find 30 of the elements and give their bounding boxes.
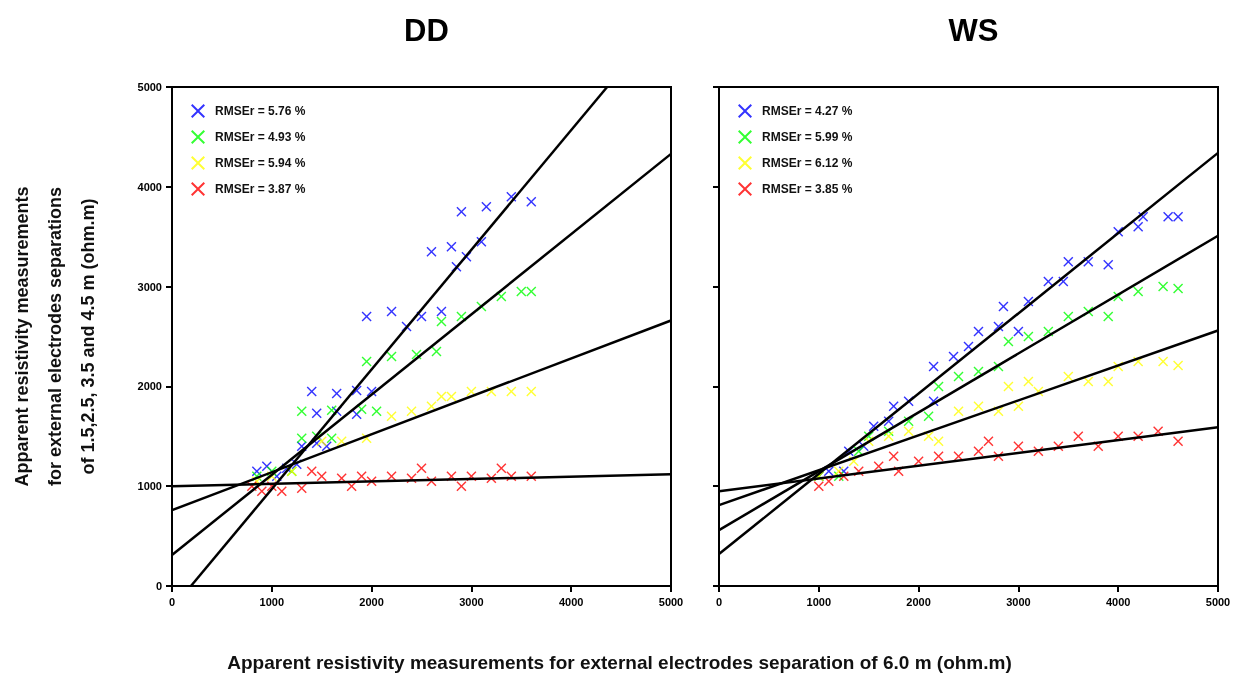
- x-tick-label: 2000: [906, 595, 931, 608]
- x-tick-label: 3000: [459, 595, 484, 608]
- x-tick-label: 1000: [806, 595, 832, 608]
- x-axis-title: Apparent resistivity measurements for external electrodes separation of 6.0 m (ohm.m): [226, 652, 1013, 674]
- x-tick-label: 4000: [1105, 595, 1131, 608]
- y-tick-label: 5000: [137, 81, 162, 93]
- chart-title: WS: [948, 13, 999, 48]
- y-axis-title: Apparent resistivity measurements for external electrodes separations of 1.5,2.5, 3.5 and 4.5 m (ohm.m): [11, 186, 98, 487]
- legend-label: RMSEr = 3.87 %: [215, 182, 306, 196]
- legend-label: RMSEr = 3.85 %: [762, 182, 853, 196]
- y-tick-label: 2000: [137, 380, 162, 393]
- x-tick-label: 5000: [1205, 595, 1231, 608]
- legend-label: RMSEr = 5.76 %: [215, 104, 306, 118]
- y-tick-label: 4000: [137, 180, 162, 193]
- legend-label: RMSEr = 5.99 %: [762, 130, 853, 144]
- y-tick-label: 1000: [137, 480, 162, 493]
- x-tick-label: 2000: [359, 595, 384, 608]
- legend-label: RMSEr = 4.93 %: [215, 130, 306, 144]
- x-tick-label: 0: [715, 595, 723, 608]
- legend-label: RMSEr = 4.27 %: [762, 104, 853, 118]
- legend-label: RMSEr = 6.12 %: [762, 156, 853, 170]
- chart-title: DD: [404, 13, 449, 48]
- x-tick-label: 4000: [558, 595, 584, 608]
- y-tick-label: 0: [155, 580, 162, 592]
- x-tick-label: 1000: [259, 595, 285, 608]
- x-tick-label: 5000: [658, 595, 684, 608]
- legend-label: RMSEr = 5.94 %: [215, 156, 306, 170]
- x-tick-label: 0: [168, 595, 176, 608]
- x-tick-label: 3000: [1006, 595, 1031, 608]
- y-tick-label: 3000: [137, 280, 162, 293]
